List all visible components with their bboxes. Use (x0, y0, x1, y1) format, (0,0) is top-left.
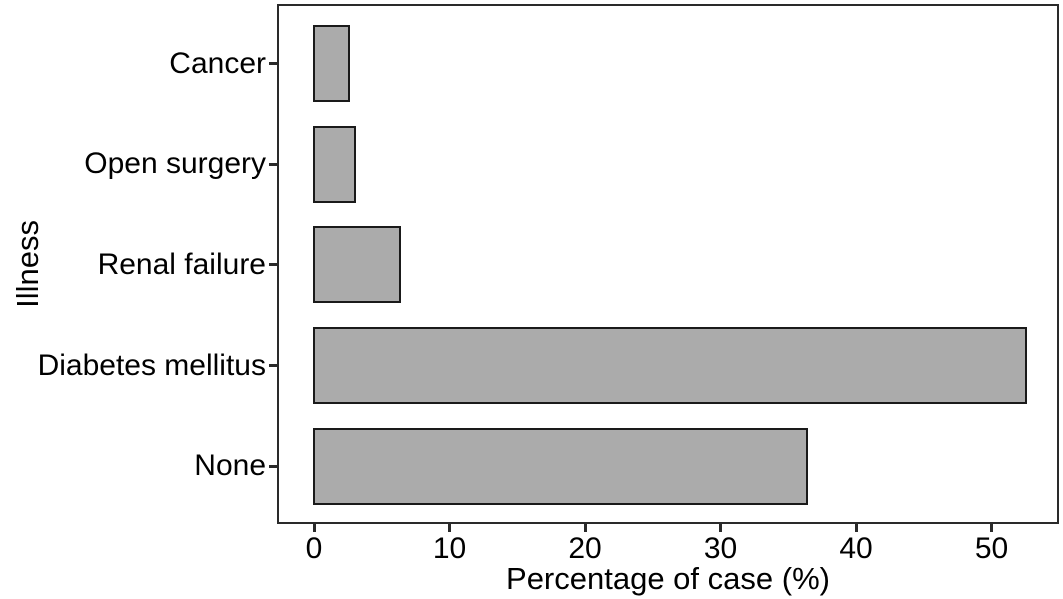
y-axis-tick-mark (269, 464, 277, 468)
bar-renal-failure (313, 226, 401, 304)
x-axis-tick-mark (448, 524, 451, 532)
x-tick-label: 20 (568, 532, 602, 565)
x-tick-label: 0 (305, 532, 323, 565)
y-axis-title-wrap: Illness (8, 4, 48, 524)
bar-none (313, 427, 808, 505)
bar-open-surgery (313, 125, 356, 203)
x-tick-label: 10 (432, 532, 467, 565)
x-axis-title: Percentage of case (%) (506, 561, 830, 596)
y-tick-label: Renal failure (97, 247, 266, 281)
x-tick-label: 40 (839, 532, 873, 565)
x-tick-label: 30 (703, 532, 738, 565)
y-axis-tick-mark (269, 62, 277, 65)
y-tick-label: Diabetes mellitus (37, 348, 266, 382)
y-axis-tick-mark (269, 263, 277, 267)
bar-cancer (313, 25, 350, 102)
x-axis-tick-mark (583, 524, 587, 532)
x-axis-tick-mark (719, 524, 722, 532)
y-axis-tick-mark (269, 364, 277, 368)
x-axis-tick-mark (312, 524, 316, 532)
y-tick-label: Cancer (169, 46, 266, 80)
x-axis-tick-mark (990, 524, 993, 532)
bar-diabetes-mellitus (313, 327, 1027, 405)
y-tick-label: Open surgery (84, 147, 266, 181)
y-tick-label: None (194, 449, 266, 483)
x-axis-tick-mark (854, 524, 858, 532)
y-axis-title: Illness (10, 220, 45, 308)
y-axis-tick-mark (269, 162, 277, 166)
x-tick-label: 50 (974, 532, 1009, 565)
